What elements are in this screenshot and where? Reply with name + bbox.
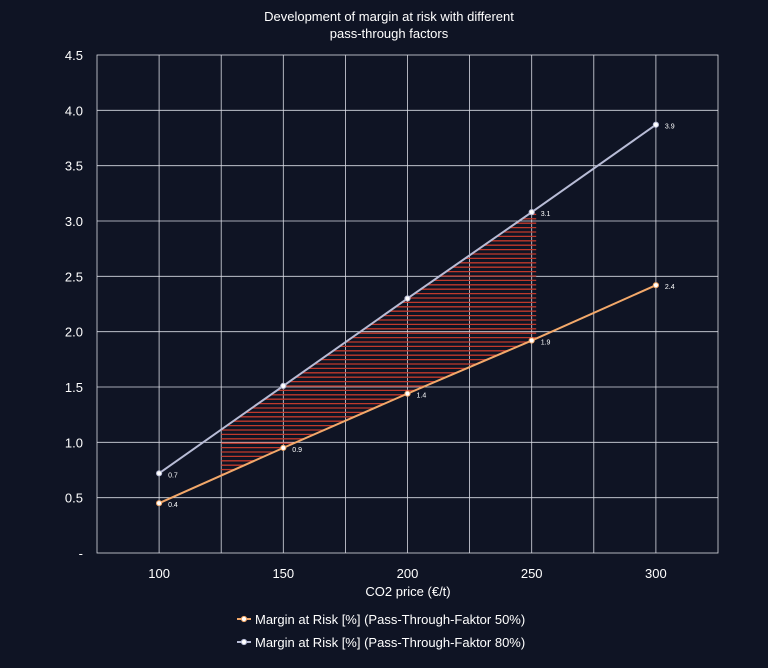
data-point xyxy=(280,382,287,389)
data-point xyxy=(280,444,287,451)
x-tick-label: 300 xyxy=(645,566,667,581)
legend: Margin at Risk [%] (Pass-Through-Faktor … xyxy=(237,612,525,650)
data-label: 3.9 xyxy=(665,124,675,131)
series-group: 0.4 0.9 1.4 1.9 2.4 0.7 3.1 3.9 xyxy=(156,121,675,509)
data-point xyxy=(528,209,535,216)
legend-label: Margin at Risk [%] (Pass-Through-Faktor … xyxy=(255,612,525,627)
data-point xyxy=(404,390,411,397)
y-tick-label: 2.0 xyxy=(65,325,83,340)
x-tick-label: 100 xyxy=(148,566,170,581)
grid xyxy=(96,54,719,554)
x-axis-label: CO2 price (€/t) xyxy=(365,584,450,599)
data-point xyxy=(404,295,411,302)
data-label: 0.9 xyxy=(292,447,302,454)
x-tick-label: 250 xyxy=(521,566,543,581)
y-tick-label: 4.0 xyxy=(65,103,83,118)
tick-labels: - 0.5 1.0 1.5 2.0 2.5 3.0 3.5 4.0 4.5 100 150 200 250… xyxy=(65,48,667,581)
data-point xyxy=(156,470,163,477)
data-label: 3.1 xyxy=(541,211,551,218)
data-point xyxy=(652,121,660,128)
shaded-band xyxy=(221,209,537,475)
y-tick-label: 0.5 xyxy=(65,491,83,506)
x-tick-label: 150 xyxy=(272,566,294,581)
legend-swatch-marker xyxy=(240,638,248,646)
y-tick-label: 3.5 xyxy=(65,159,83,174)
data-label: 0.4 xyxy=(168,502,178,509)
data-label: 1.9 xyxy=(541,340,551,347)
x-tick-label: 200 xyxy=(397,566,419,581)
y-tick-label: 3.0 xyxy=(65,214,83,229)
legend-swatch-marker xyxy=(240,615,248,623)
y-tick-label: 2.5 xyxy=(65,269,83,284)
y-tick-label: 1.5 xyxy=(65,380,83,395)
y-tick-label: 1.0 xyxy=(65,435,83,450)
chart-title-line-2: pass-through factors xyxy=(330,26,449,41)
legend-label: Margin at Risk [%] (Pass-Through-Faktor … xyxy=(255,635,525,650)
legend-entry-1: Margin at Risk [%] (Pass-Through-Faktor … xyxy=(237,612,525,627)
data-label: 0.7 xyxy=(168,472,178,479)
chart-title-line-1: Development of margin at risk with diffe… xyxy=(264,9,514,24)
data-point xyxy=(156,500,163,507)
data-point xyxy=(652,282,660,289)
y-tick-label: 4.5 xyxy=(65,48,83,63)
data-label: 2.4 xyxy=(665,284,675,291)
data-label: 1.4 xyxy=(417,393,427,400)
legend-entry-2: Margin at Risk [%] (Pass-Through-Faktor … xyxy=(237,635,525,650)
data-point xyxy=(528,337,535,344)
y-tick-label: - xyxy=(79,546,83,561)
